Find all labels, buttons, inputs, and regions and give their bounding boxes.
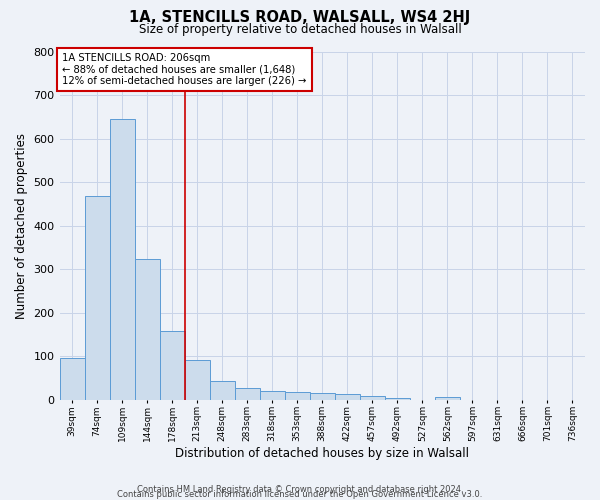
Bar [160,331,185,400]
Text: 1A STENCILLS ROAD: 206sqm
← 88% of detached houses are smaller (1,648)
12% of se: 1A STENCILLS ROAD: 206sqm ← 88% of detac… [62,53,307,86]
Bar [335,394,360,400]
Text: Size of property relative to detached houses in Walsall: Size of property relative to detached ho… [139,22,461,36]
Text: 1A, STENCILLS ROAD, WALSALL, WS4 2HJ: 1A, STENCILLS ROAD, WALSALL, WS4 2HJ [130,10,470,25]
Bar [260,391,285,400]
Bar [85,196,110,400]
Bar [59,358,85,400]
X-axis label: Distribution of detached houses by size in Walsall: Distribution of detached houses by size … [175,447,469,460]
Bar [110,119,134,400]
Bar [235,388,260,400]
Bar [209,381,235,400]
Bar [360,396,385,400]
Bar [385,398,410,400]
Bar [134,258,160,400]
Bar [285,392,310,400]
Bar [310,393,335,400]
Y-axis label: Number of detached properties: Number of detached properties [15,132,28,318]
Bar [185,360,209,400]
Text: Contains public sector information licensed under the Open Government Licence v3: Contains public sector information licen… [118,490,482,499]
Text: Contains HM Land Registry data © Crown copyright and database right 2024.: Contains HM Land Registry data © Crown c… [137,485,463,494]
Bar [435,397,460,400]
